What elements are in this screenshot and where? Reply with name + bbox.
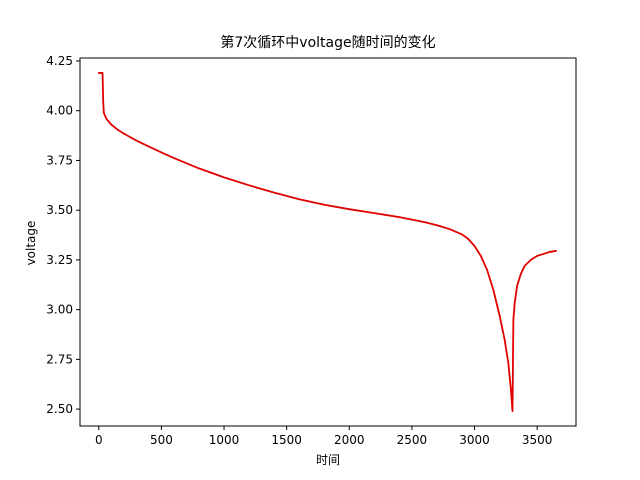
x-tick-label: 1000 [209,433,240,447]
y-tick-label: 3.75 [46,153,73,167]
y-tick-label: 2.75 [46,352,73,366]
x-tick-label: 1500 [271,433,302,447]
y-tick-label: 4.25 [46,54,73,68]
x-tick-label: 2000 [334,433,365,447]
x-tick-label: 0 [95,433,103,447]
x-tick-label: 500 [150,433,173,447]
x-axis-label: 时间 [316,453,340,467]
x-tick-label: 3500 [522,433,553,447]
x-tick-label: 2500 [397,433,428,447]
chart-title: 第7次循环中voltage随时间的变化 [220,34,435,51]
y-tick-label: 3.25 [46,253,73,267]
y-tick-label: 2.50 [46,402,73,416]
axes-frame [79,57,577,427]
y-tick-label: 3.00 [46,303,73,317]
axes: 0 500 1000 1500 2000 2500 3000 3500 2.50 2.75 3.00… [46,54,577,447]
x-tick-label: 3000 [459,433,490,447]
series-line-0 [97,72,557,412]
y-tick-label: 4.00 [46,104,73,118]
plot-area [97,72,557,412]
y-axis-label: voltage [24,221,38,266]
y-tick-label: 3.50 [46,203,73,217]
